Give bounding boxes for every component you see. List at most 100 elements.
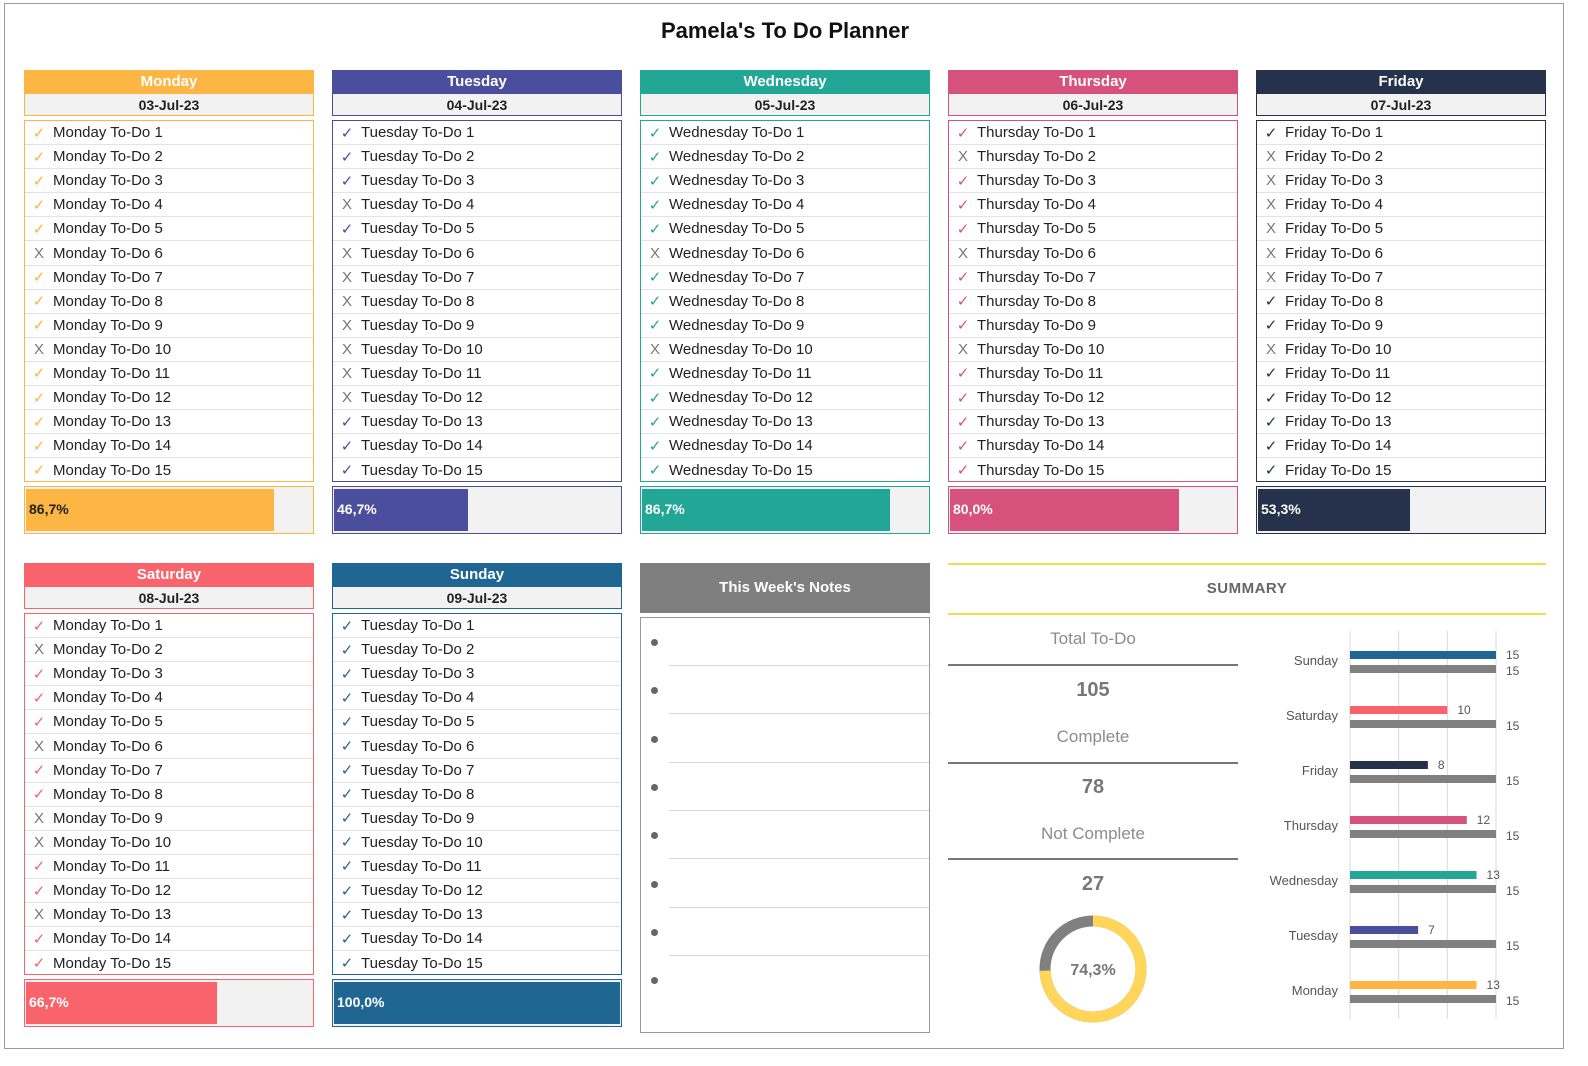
task-text[interactable]: Thursday To-Do 9 bbox=[977, 316, 1096, 334]
task-text[interactable]: Tuesday To-Do 3 bbox=[361, 665, 475, 683]
checkmark-icon[interactable]: ✓ bbox=[1264, 437, 1278, 455]
task-row[interactable]: ✓ Wednesday To-Do 4 bbox=[641, 193, 929, 218]
checkmark-icon[interactable]: ✓ bbox=[648, 293, 662, 311]
task-text[interactable]: Wednesday To-Do 13 bbox=[669, 413, 813, 431]
task-row[interactable]: X Tuesday To-Do 6 bbox=[333, 241, 621, 266]
checkmark-icon[interactable]: ✓ bbox=[648, 413, 662, 431]
task-row[interactable]: ✓ Monday To-Do 7 bbox=[25, 266, 313, 290]
checkmark-icon[interactable]: ✓ bbox=[1264, 365, 1278, 383]
task-row[interactable]: X Tuesday To-Do 10 bbox=[333, 338, 621, 362]
task-text[interactable]: Friday To-Do 3 bbox=[1285, 172, 1384, 190]
cross-icon[interactable]: X bbox=[1265, 148, 1276, 166]
checkmark-icon[interactable]: ✓ bbox=[956, 437, 970, 455]
checkmark-icon[interactable]: ✓ bbox=[956, 389, 970, 407]
checkmark-icon[interactable]: ✓ bbox=[32, 389, 46, 407]
checkmark-icon[interactable]: ✓ bbox=[32, 762, 46, 780]
task-row[interactable]: ✓ Thursday To-Do 7 bbox=[949, 266, 1237, 290]
task-text[interactable]: Tuesday To-Do 13 bbox=[361, 413, 483, 431]
task-text[interactable]: Friday To-Do 10 bbox=[1285, 340, 1392, 358]
task-row[interactable]: ✓ Wednesday To-Do 14 bbox=[641, 434, 929, 459]
task-row[interactable]: X Friday To-Do 4 bbox=[1257, 193, 1545, 218]
checkmark-icon[interactable]: ✓ bbox=[340, 148, 354, 166]
checkmark-icon[interactable]: ✓ bbox=[340, 689, 354, 707]
task-row[interactable]: ✓ Tuesday To-Do 7 bbox=[333, 759, 621, 783]
task-text[interactable]: Wednesday To-Do 1 bbox=[669, 124, 805, 142]
task-text[interactable]: Friday To-Do 5 bbox=[1285, 220, 1384, 238]
task-text[interactable]: Friday To-Do 11 bbox=[1285, 364, 1391, 382]
task-text[interactable]: Monday To-Do 12 bbox=[53, 882, 172, 900]
checkmark-icon[interactable]: ✓ bbox=[32, 713, 46, 731]
task-text[interactable]: Thursday To-Do 6 bbox=[977, 244, 1096, 262]
task-row[interactable]: ✓ Friday To-Do 8 bbox=[1257, 290, 1545, 314]
task-text[interactable]: Friday To-Do 15 bbox=[1285, 461, 1392, 479]
task-row[interactable]: ✓ Thursday To-Do 1 bbox=[949, 121, 1237, 146]
task-text[interactable]: Thursday To-Do 7 bbox=[977, 268, 1096, 286]
task-row[interactable]: ✓ Monday To-Do 2 bbox=[25, 145, 313, 170]
task-text[interactable]: Monday To-Do 15 bbox=[53, 954, 172, 972]
task-row[interactable]: ✓ Wednesday To-Do 8 bbox=[641, 290, 929, 314]
task-text[interactable]: Thursday To-Do 12 bbox=[977, 389, 1105, 407]
checkmark-icon[interactable]: ✓ bbox=[340, 172, 354, 190]
task-text[interactable]: Wednesday To-Do 8 bbox=[669, 292, 805, 310]
task-row[interactable]: ✓ Friday To-Do 11 bbox=[1257, 362, 1545, 387]
checkmark-icon[interactable]: ✓ bbox=[1264, 462, 1278, 480]
task-row[interactable]: ✓ Tuesday To-Do 6 bbox=[333, 734, 621, 759]
task-text[interactable]: Monday To-Do 3 bbox=[53, 665, 163, 683]
task-text[interactable]: Friday To-Do 14 bbox=[1285, 437, 1392, 455]
task-text[interactable]: Tuesday To-Do 11 bbox=[361, 364, 482, 382]
task-text[interactable]: Tuesday To-Do 13 bbox=[361, 906, 483, 924]
task-row[interactable]: X Monday To-Do 9 bbox=[25, 807, 313, 831]
checkmark-icon[interactable]: ✓ bbox=[32, 148, 46, 166]
task-row[interactable]: ✓ Monday To-Do 7 bbox=[25, 759, 313, 783]
task-text[interactable]: Tuesday To-Do 8 bbox=[361, 785, 475, 803]
task-text[interactable]: Thursday To-Do 15 bbox=[977, 461, 1105, 479]
checkmark-icon[interactable]: ✓ bbox=[32, 437, 46, 455]
checkmark-icon[interactable]: ✓ bbox=[32, 786, 46, 804]
task-row[interactable]: X Monday To-Do 13 bbox=[25, 903, 313, 928]
task-text[interactable]: Tuesday To-Do 8 bbox=[361, 292, 475, 310]
task-text[interactable]: Monday To-Do 13 bbox=[53, 906, 172, 924]
task-row[interactable]: ✓ Tuesday To-Do 13 bbox=[333, 903, 621, 928]
cross-icon[interactable]: X bbox=[341, 316, 352, 334]
task-text[interactable]: Tuesday To-Do 14 bbox=[361, 930, 483, 948]
cross-icon[interactable]: X bbox=[1265, 244, 1276, 262]
checkmark-icon[interactable]: ✓ bbox=[956, 462, 970, 480]
task-text[interactable]: Wednesday To-Do 7 bbox=[669, 268, 805, 286]
task-text[interactable]: Wednesday To-Do 5 bbox=[669, 220, 805, 238]
checkmark-icon[interactable]: ✓ bbox=[340, 617, 354, 635]
task-text[interactable]: Monday To-Do 2 bbox=[53, 148, 163, 166]
task-text[interactable]: Tuesday To-Do 2 bbox=[361, 641, 475, 659]
task-row[interactable]: X Friday To-Do 7 bbox=[1257, 266, 1545, 290]
checkmark-icon[interactable]: ✓ bbox=[340, 906, 354, 924]
checkmark-icon[interactable]: ✓ bbox=[340, 930, 354, 948]
task-text[interactable]: Monday To-Do 4 bbox=[53, 689, 163, 707]
checkmark-icon[interactable]: ✓ bbox=[32, 617, 46, 635]
cross-icon[interactable]: X bbox=[33, 737, 44, 755]
checkmark-icon[interactable]: ✓ bbox=[340, 955, 354, 973]
task-text[interactable]: Tuesday To-Do 5 bbox=[361, 713, 475, 731]
checkmark-icon[interactable]: ✓ bbox=[340, 738, 354, 756]
task-text[interactable]: Friday To-Do 13 bbox=[1285, 413, 1392, 431]
task-text[interactable]: Friday To-Do 12 bbox=[1285, 389, 1392, 407]
note-line[interactable] bbox=[669, 809, 929, 811]
task-row[interactable]: X Tuesday To-Do 8 bbox=[333, 290, 621, 314]
task-text[interactable]: Wednesday To-Do 12 bbox=[669, 389, 813, 407]
task-text[interactable]: Monday To-Do 2 bbox=[53, 641, 163, 659]
task-text[interactable]: Monday To-Do 11 bbox=[53, 364, 171, 382]
checkmark-icon[interactable]: ✓ bbox=[956, 172, 970, 190]
task-row[interactable]: X Thursday To-Do 10 bbox=[949, 338, 1237, 362]
task-row[interactable]: X Tuesday To-Do 7 bbox=[333, 266, 621, 290]
task-text[interactable]: Wednesday To-Do 3 bbox=[669, 172, 805, 190]
cross-icon[interactable]: X bbox=[33, 340, 44, 358]
cross-icon[interactable]: X bbox=[649, 244, 660, 262]
task-row[interactable]: X Tuesday To-Do 11 bbox=[333, 362, 621, 387]
checkmark-icon[interactable]: ✓ bbox=[1264, 293, 1278, 311]
task-row[interactable]: X Monday To-Do 10 bbox=[25, 831, 313, 855]
task-text[interactable]: Tuesday To-Do 1 bbox=[361, 617, 475, 635]
task-text[interactable]: Tuesday To-Do 10 bbox=[361, 340, 483, 358]
task-text[interactable]: Friday To-Do 1 bbox=[1285, 124, 1384, 142]
checkmark-icon[interactable]: ✓ bbox=[648, 196, 662, 214]
task-text[interactable]: Monday To-Do 10 bbox=[53, 340, 172, 358]
task-row[interactable]: ✓ Monday To-Do 8 bbox=[25, 783, 313, 807]
task-row[interactable]: ✓ Wednesday To-Do 3 bbox=[641, 169, 929, 194]
